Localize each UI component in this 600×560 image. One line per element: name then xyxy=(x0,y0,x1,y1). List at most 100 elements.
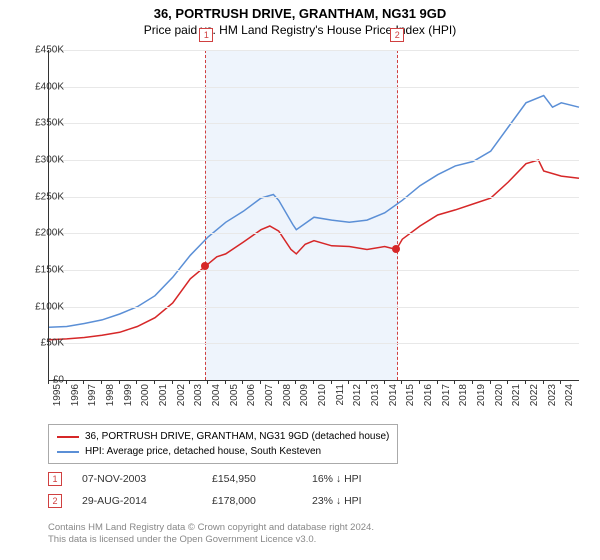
sale-diff-1: 16% ↓ HPI xyxy=(312,473,412,485)
sale-price-2: £178,000 xyxy=(212,495,312,507)
x-tick-label: 2000 xyxy=(140,384,151,414)
x-tick xyxy=(189,380,190,384)
x-tick-label: 2016 xyxy=(423,384,434,414)
x-tick xyxy=(225,380,226,384)
legend-row-hpi: HPI: Average price, detached house, Sout… xyxy=(57,444,389,459)
x-tick-label: 2014 xyxy=(388,384,399,414)
sales-table: 1 07-NOV-2003 £154,950 16% ↓ HPI 2 29-AU… xyxy=(48,468,412,512)
gridline xyxy=(49,160,579,161)
x-tick xyxy=(507,380,508,384)
gridline xyxy=(49,123,579,124)
x-tick-label: 2015 xyxy=(405,384,416,414)
x-tick xyxy=(154,380,155,384)
sale-marker-1: 1 xyxy=(48,472,62,486)
x-tick-label: 2021 xyxy=(511,384,522,414)
sale-row-2: 2 29-AUG-2014 £178,000 23% ↓ HPI xyxy=(48,490,412,512)
x-tick xyxy=(66,380,67,384)
plot-area: 1 2 xyxy=(48,50,579,381)
x-tick xyxy=(419,380,420,384)
x-tick xyxy=(278,380,279,384)
x-tick-label: 2017 xyxy=(441,384,452,414)
x-tick-label: 2020 xyxy=(494,384,505,414)
chart-container: 36, PORTRUSH DRIVE, GRANTHAM, NG31 9GD P… xyxy=(0,0,600,560)
y-tick-label: £100K xyxy=(24,301,64,312)
sale-date-1: 07-NOV-2003 xyxy=(82,473,212,485)
legend-swatch-price-paid xyxy=(57,436,79,438)
sale-price-1: £154,950 xyxy=(212,473,312,485)
series-hpi xyxy=(49,96,579,328)
legend-row-price-paid: 36, PORTRUSH DRIVE, GRANTHAM, NG31 9GD (… xyxy=(57,429,389,444)
x-tick xyxy=(260,380,261,384)
x-tick xyxy=(295,380,296,384)
marker-box-2: 2 xyxy=(390,28,404,42)
gridline xyxy=(49,87,579,88)
sale-date-2: 29-AUG-2014 xyxy=(82,495,212,507)
x-tick-label: 2008 xyxy=(282,384,293,414)
y-tick-label: £350K xyxy=(24,118,64,129)
y-tick-label: £200K xyxy=(24,228,64,239)
x-tick-label: 2007 xyxy=(264,384,275,414)
footer-attribution: Contains HM Land Registry data © Crown c… xyxy=(48,522,374,547)
chart-title: 36, PORTRUSH DRIVE, GRANTHAM, NG31 9GD xyxy=(0,0,600,21)
series-price_paid xyxy=(49,160,579,340)
x-tick-label: 2013 xyxy=(370,384,381,414)
y-tick-label: £50K xyxy=(24,338,64,349)
gridline xyxy=(49,197,579,198)
x-tick-label: 1996 xyxy=(70,384,81,414)
x-tick-label: 2001 xyxy=(158,384,169,414)
x-tick-label: 2018 xyxy=(458,384,469,414)
x-tick xyxy=(525,380,526,384)
sale-dot-2 xyxy=(392,245,400,253)
x-tick xyxy=(348,380,349,384)
gridline xyxy=(49,50,579,51)
x-tick xyxy=(119,380,120,384)
x-tick-label: 1997 xyxy=(87,384,98,414)
sale-dot-1 xyxy=(201,262,209,270)
marker-box-1: 1 xyxy=(199,28,213,42)
x-tick xyxy=(172,380,173,384)
x-tick-label: 1998 xyxy=(105,384,116,414)
legend-swatch-hpi xyxy=(57,451,79,453)
x-tick-label: 1995 xyxy=(52,384,63,414)
plot-svg xyxy=(49,50,579,380)
x-tick xyxy=(366,380,367,384)
sale-marker-2: 2 xyxy=(48,494,62,508)
x-tick-label: 2024 xyxy=(564,384,575,414)
x-tick xyxy=(83,380,84,384)
x-tick-label: 2010 xyxy=(317,384,328,414)
gridline xyxy=(49,307,579,308)
x-tick-label: 2006 xyxy=(246,384,257,414)
legend-label-price-paid: 36, PORTRUSH DRIVE, GRANTHAM, NG31 9GD (… xyxy=(85,429,389,444)
x-tick xyxy=(454,380,455,384)
x-tick xyxy=(101,380,102,384)
x-tick xyxy=(472,380,473,384)
y-tick-label: £450K xyxy=(24,45,64,56)
x-tick-label: 2005 xyxy=(229,384,240,414)
x-tick-label: 2004 xyxy=(211,384,222,414)
sale-row-1: 1 07-NOV-2003 £154,950 16% ↓ HPI xyxy=(48,468,412,490)
gridline xyxy=(49,343,579,344)
gridline xyxy=(49,233,579,234)
sale-diff-2: 23% ↓ HPI xyxy=(312,495,412,507)
x-tick-label: 2022 xyxy=(529,384,540,414)
x-tick xyxy=(560,380,561,384)
footer-line-1: Contains HM Land Registry data © Crown c… xyxy=(48,522,374,534)
x-tick-label: 1999 xyxy=(123,384,134,414)
y-tick-label: £300K xyxy=(24,155,64,166)
chart-subtitle: Price paid vs. HM Land Registry's House … xyxy=(0,21,600,37)
x-tick xyxy=(401,380,402,384)
x-tick xyxy=(543,380,544,384)
x-tick-label: 2012 xyxy=(352,384,363,414)
x-tick xyxy=(136,380,137,384)
x-tick xyxy=(242,380,243,384)
x-tick xyxy=(384,380,385,384)
x-tick-label: 2023 xyxy=(547,384,558,414)
x-tick xyxy=(331,380,332,384)
x-tick-label: 2002 xyxy=(176,384,187,414)
x-tick xyxy=(437,380,438,384)
x-tick-label: 2011 xyxy=(335,384,346,414)
gridline xyxy=(49,270,579,271)
x-tick xyxy=(490,380,491,384)
x-tick xyxy=(207,380,208,384)
x-tick xyxy=(48,380,49,384)
